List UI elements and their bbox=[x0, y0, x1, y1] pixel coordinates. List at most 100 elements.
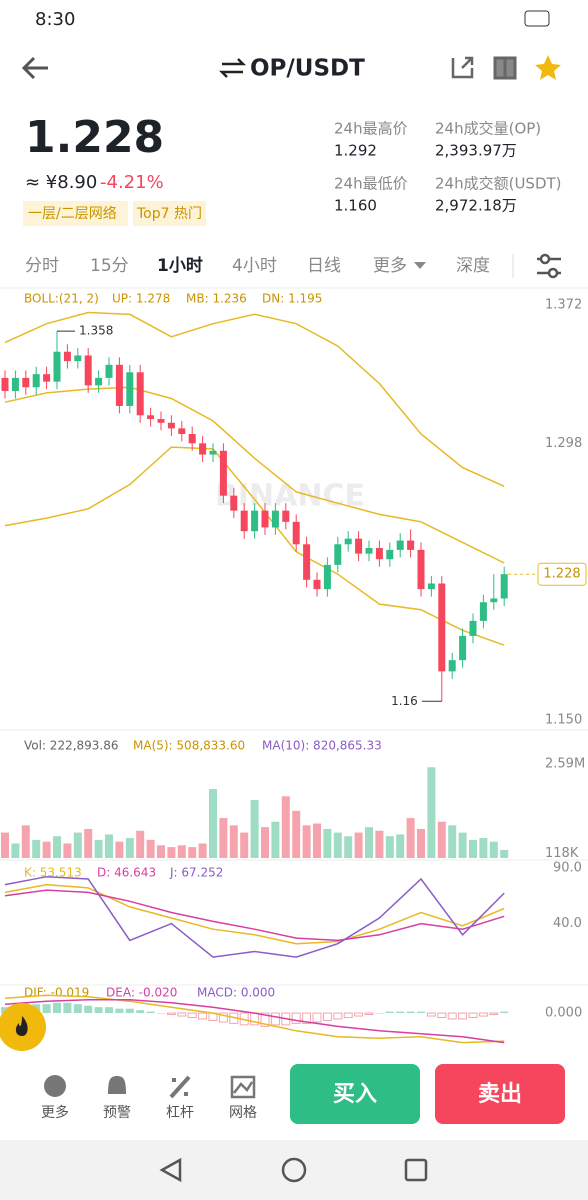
candle-body bbox=[313, 579, 321, 590]
volume-bar bbox=[188, 847, 197, 858]
tab[interactable]: 深度 bbox=[456, 256, 490, 276]
candle-body bbox=[303, 544, 311, 580]
tab[interactable]: 日线 bbox=[307, 256, 341, 276]
macd-bar bbox=[157, 1013, 165, 1014]
tab[interactable]: 分时 bbox=[25, 256, 59, 276]
volume-bar bbox=[489, 841, 498, 858]
legend-text: UP: 1.278 bbox=[112, 292, 170, 306]
macd-bar bbox=[406, 1011, 415, 1014]
candle-body bbox=[469, 620, 477, 636]
macd-bar bbox=[417, 1011, 425, 1014]
tag-label: Top7 热门 bbox=[136, 206, 202, 222]
tab[interactable]: 4小时 bbox=[232, 256, 277, 276]
grid-icon[interactable] bbox=[230, 1075, 256, 1099]
favorite-star[interactable] bbox=[535, 55, 561, 80]
candle-body bbox=[500, 574, 508, 599]
volume-bar bbox=[271, 821, 280, 858]
candle-body bbox=[292, 521, 300, 545]
macd-bar bbox=[333, 1012, 343, 1020]
legend-text: Vol: 222,893.86 bbox=[24, 739, 119, 753]
macd-bar bbox=[105, 1007, 113, 1014]
macd-bar bbox=[375, 1013, 384, 1014]
stat-label: 24h最高价 bbox=[334, 120, 408, 138]
toolbar-label[interactable]: 网格 bbox=[229, 1105, 257, 1121]
legend-text: MA(10): 820,865.33 bbox=[262, 739, 382, 753]
stat-value: 2,972.18万 bbox=[435, 197, 517, 215]
volume-bar bbox=[479, 838, 488, 858]
nav-back[interactable] bbox=[159, 1157, 182, 1183]
toolbar-label[interactable]: 更多 bbox=[41, 1104, 69, 1121]
volume-bar bbox=[167, 847, 176, 858]
candle-body bbox=[240, 510, 248, 532]
candle-body bbox=[136, 372, 144, 416]
candle-body bbox=[334, 544, 342, 565]
indicator-line bbox=[4, 883, 505, 945]
tag-label: 一层/二层网络 bbox=[28, 206, 117, 222]
pair-title: OP/USDT bbox=[250, 56, 365, 82]
sell-button[interactable] bbox=[435, 1064, 565, 1124]
candle-body bbox=[126, 372, 134, 406]
battery bbox=[524, 10, 550, 27]
candle-body bbox=[323, 564, 331, 590]
volume-bar bbox=[344, 836, 353, 858]
tab[interactable]: 15分 bbox=[90, 256, 129, 276]
tab[interactable]: 更多 bbox=[373, 256, 407, 276]
candle-body bbox=[11, 377, 19, 391]
candle-body bbox=[386, 549, 394, 560]
more-icon[interactable] bbox=[44, 1075, 66, 1097]
candle-body bbox=[271, 510, 279, 528]
macd-bar bbox=[302, 1012, 312, 1024]
macd-bar bbox=[322, 1012, 332, 1021]
candle-body bbox=[396, 540, 404, 550]
macd-bar bbox=[166, 1012, 176, 1016]
back-button[interactable] bbox=[21, 56, 48, 80]
candle-body bbox=[344, 538, 352, 545]
stat-label: 24h成交额(USDT) bbox=[435, 175, 562, 193]
settings-knob bbox=[539, 253, 551, 265]
macd-bar bbox=[42, 1004, 51, 1014]
candle-body bbox=[209, 450, 217, 455]
macd-bar bbox=[500, 1011, 509, 1014]
volume-bar bbox=[250, 799, 259, 858]
candle-body bbox=[407, 540, 415, 550]
book-icon[interactable] bbox=[493, 56, 517, 80]
leverage-icon[interactable] bbox=[169, 1075, 191, 1099]
high-annotation: 1.358 bbox=[79, 324, 113, 338]
volume-bar bbox=[84, 828, 93, 858]
indicator-line bbox=[4, 999, 505, 1044]
settings-knob bbox=[547, 267, 559, 279]
volume-bar bbox=[219, 818, 228, 858]
candle-body bbox=[427, 583, 435, 590]
toolbar-label[interactable]: 预警 bbox=[103, 1105, 131, 1121]
tag[interactable] bbox=[133, 201, 206, 226]
share-icon[interactable] bbox=[451, 56, 474, 79]
legend-text: MACD: 0.000 bbox=[197, 986, 275, 1000]
volume-bar bbox=[292, 810, 301, 858]
dropdown-arrow bbox=[414, 262, 426, 269]
alert-icon[interactable] bbox=[108, 1076, 126, 1094]
legend-text: MA(5): 508,833.60 bbox=[133, 739, 245, 753]
y-tick-label: 2.59M bbox=[545, 756, 585, 771]
nav-recent[interactable] bbox=[404, 1158, 428, 1182]
y-tick-label: 1.298 bbox=[545, 436, 582, 451]
y-tick-label: 118K bbox=[545, 846, 579, 861]
sell-label: 卖出 bbox=[478, 1081, 522, 1107]
nav-home[interactable] bbox=[281, 1157, 307, 1183]
swap-icon[interactable] bbox=[218, 58, 247, 78]
macd-bar bbox=[187, 1012, 197, 1018]
candle-body bbox=[448, 660, 456, 672]
legend-text: DIF: -0.019 bbox=[24, 986, 89, 1000]
macd-bar bbox=[198, 1012, 208, 1020]
legend-text: DEA: -0.020 bbox=[106, 986, 177, 1000]
candle-body bbox=[178, 428, 186, 434]
candle-body bbox=[438, 583, 446, 672]
toolbar-label[interactable]: 杠杆 bbox=[166, 1105, 194, 1121]
volume-bar bbox=[437, 821, 446, 858]
tag[interactable] bbox=[23, 201, 128, 226]
buy-button[interactable] bbox=[290, 1064, 420, 1124]
candle-body bbox=[157, 419, 165, 423]
stat-label: 24h最低价 bbox=[334, 175, 408, 193]
volume-bar bbox=[115, 841, 124, 858]
tab[interactable]: 1小时 bbox=[157, 256, 203, 276]
macd-bar bbox=[447, 1012, 457, 1020]
